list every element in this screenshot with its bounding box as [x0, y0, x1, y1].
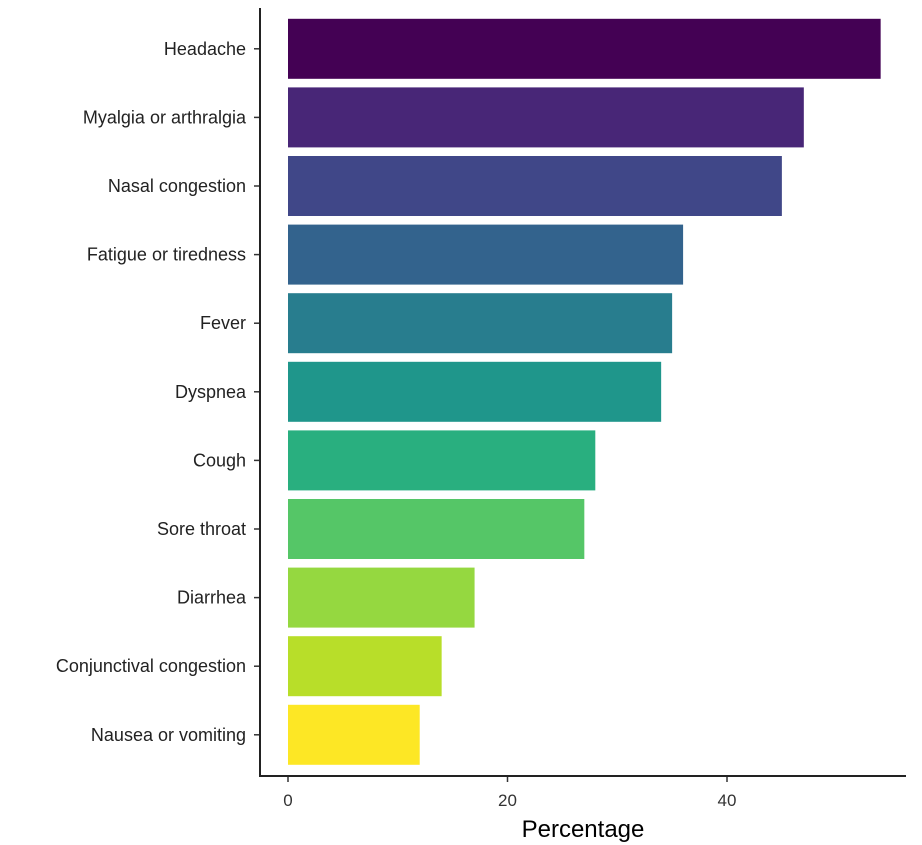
category-label: Sore throat [157, 519, 246, 539]
bar-nausea-or-vomiting [288, 704, 420, 765]
category-label: Cough [193, 450, 246, 470]
category-label: Dyspnea [175, 382, 247, 402]
category-label: Fever [200, 313, 246, 333]
x-ticks-group: 0 20 40 [283, 776, 736, 810]
bar-dyspnea [288, 361, 662, 422]
bar-headache [288, 18, 881, 79]
bar-fatigue-or-tiredness [288, 224, 684, 285]
x-tick-label: 20 [498, 791, 517, 810]
category-label: Conjunctival congestion [56, 656, 246, 676]
bars-group [288, 18, 881, 765]
x-tick-label: 40 [718, 791, 737, 810]
category-label: Fatigue or tiredness [87, 245, 246, 265]
bar-diarrhea [288, 567, 475, 628]
bar-myalgia-or-arthralgia [288, 87, 804, 148]
category-label: Myalgia or arthralgia [83, 107, 247, 127]
category-label: Nasal congestion [108, 176, 246, 196]
x-tick-label: 0 [283, 791, 292, 810]
category-label: Diarrhea [177, 588, 247, 608]
bar-nasal-congestion [288, 156, 782, 216]
bar-cough [288, 430, 596, 491]
bar-conjunctival-congestion [288, 636, 442, 697]
bar-sore-throat [288, 499, 585, 559]
x-axis-title: Percentage [522, 816, 645, 843]
category-label: Headache [164, 39, 246, 59]
category-label: Nausea or vomiting [91, 725, 246, 745]
category-labels-group: Headache Myalgia or arthralgia Nasal conge… [56, 39, 247, 745]
bar-fever [288, 293, 673, 354]
